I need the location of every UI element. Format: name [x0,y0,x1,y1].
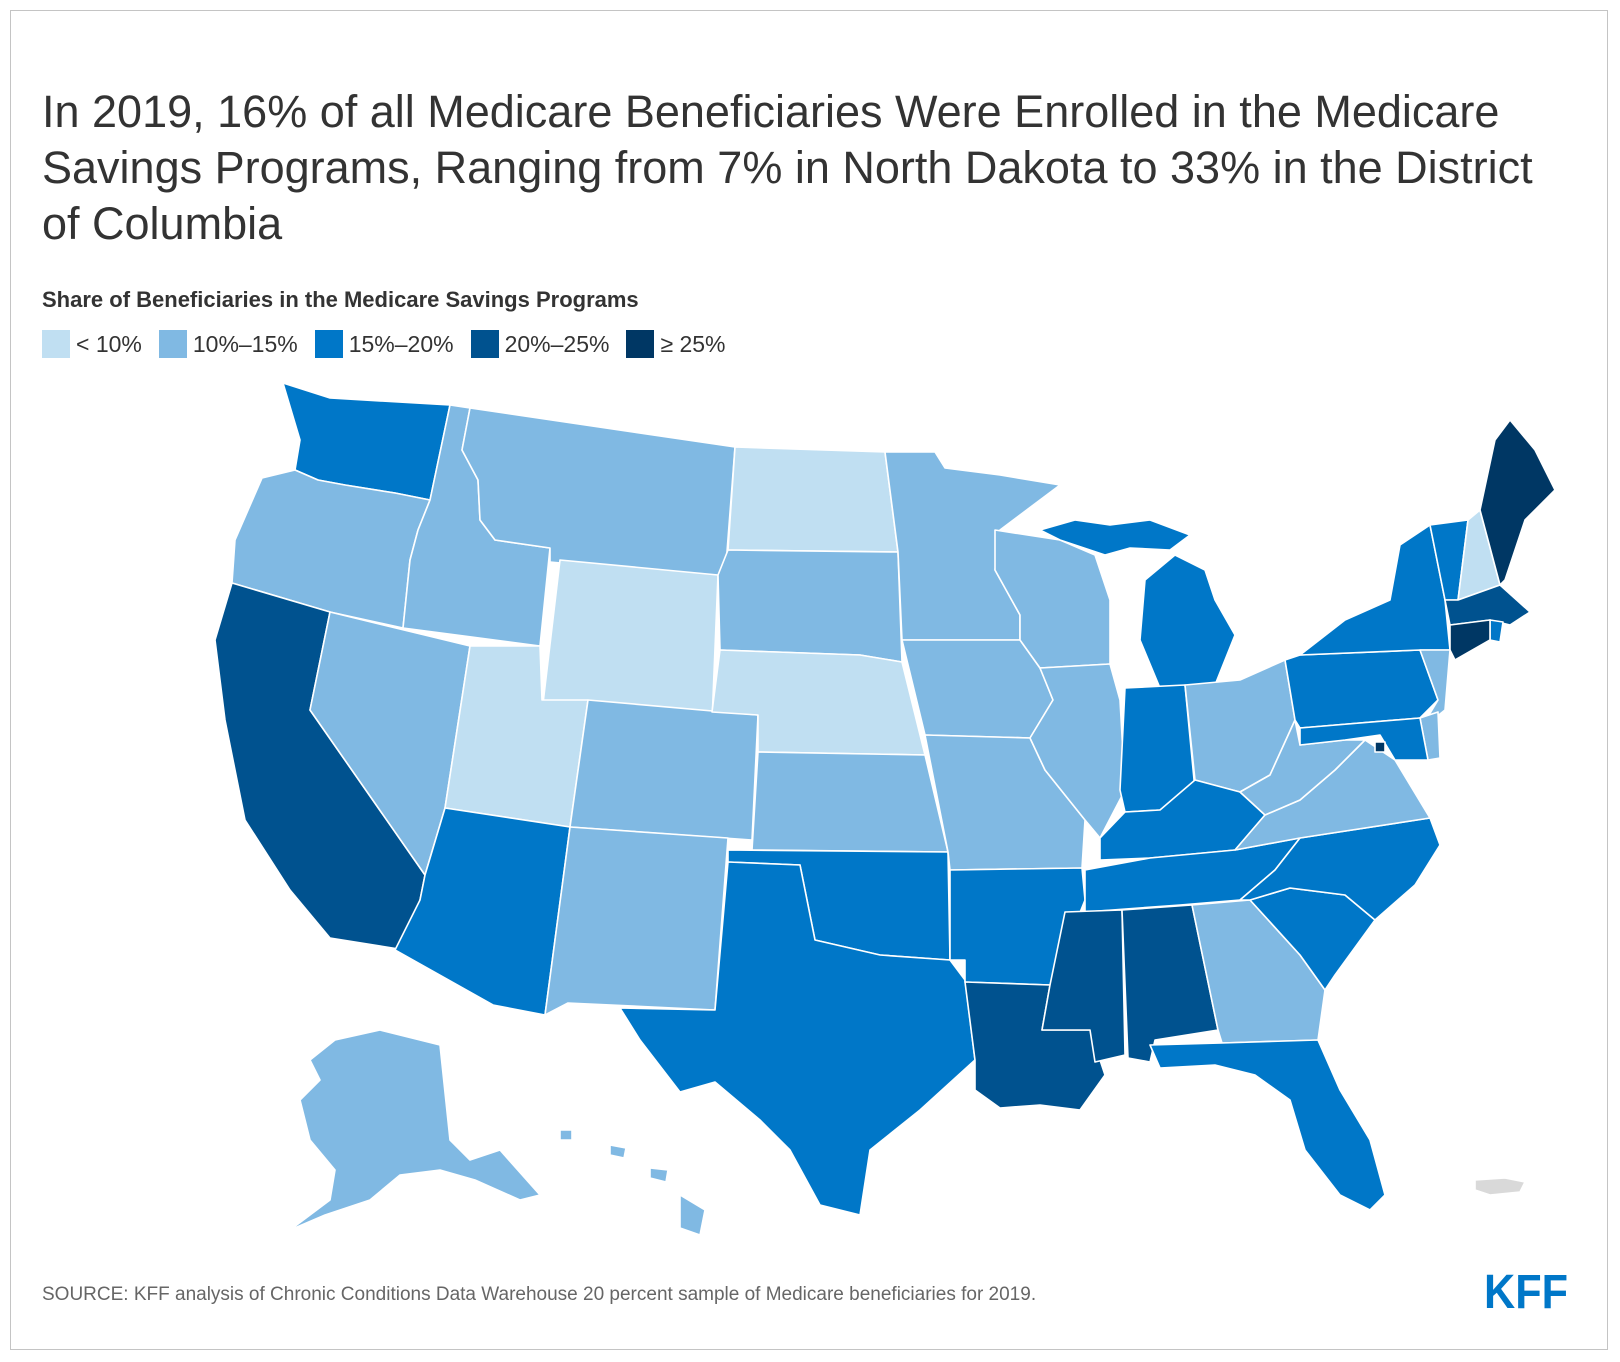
state-RI[interactable] [1489,619,1504,643]
state-NC[interactable] [1239,817,1441,921]
legend-label-20-25: 20%–25% [504,330,610,357]
chart-title: In 2019, 16% of all Medicare Beneficiari… [42,86,1533,249]
state-SD[interactable] [717,549,903,663]
legend-label-10-15: 10%–15% [192,330,298,357]
map-subtitle: Share of Beneficiaries in the Medicare S… [42,287,639,312]
state-DC[interactable] [1374,741,1386,753]
legend-item-gte25: ≥ 25% [626,330,725,358]
legend-label-lt10: < 10% [76,330,142,357]
state-PR[interactable] [1474,1177,1526,1196]
legend-label-gte25: ≥ 25% [660,330,726,357]
state-HI[interactable] [559,1129,706,1236]
legend-swatch-gte25 [626,330,655,358]
state-ME[interactable] [1479,419,1556,586]
legend-swatch-15-20 [314,330,343,358]
state-IL[interactable] [1029,663,1126,839]
state-CO[interactable] [569,699,759,841]
state-MD[interactable] [1299,717,1429,761]
legend-item-20-25: 20%–25% [470,330,610,358]
legend-swatch-lt10 [42,330,70,358]
source-note: SOURCE: KFF analysis of Chronic Conditio… [42,1284,1037,1305]
state-CT[interactable] [1449,619,1491,661]
legend-swatch-20-25 [470,330,499,358]
state-FL[interactable] [1149,1039,1386,1211]
state-PA[interactable] [1284,649,1439,729]
state-NM[interactable] [544,826,729,1016]
legend-label-15-20: 15%–20% [348,330,454,357]
state-TX[interactable] [619,861,976,1216]
legend-item-lt10: < 10% [42,330,142,358]
kff-logo: KFF [1484,1266,1568,1319]
state-AK[interactable] [289,1029,541,1231]
state-KS[interactable] [751,751,949,853]
legend-item-15-20: 15%–20% [314,330,454,358]
state-ND[interactable] [727,446,899,553]
state-WY[interactable] [541,559,719,723]
state-MI[interactable] [1039,519,1236,689]
legend: < 10% 10%–15% 15%–20% 20%–25% ≥ 25% [42,329,742,359]
state-WV[interactable] [1239,719,1366,816]
legend-swatch-10-15 [158,330,187,358]
legend-item-10-15: 10%–15% [158,330,298,358]
